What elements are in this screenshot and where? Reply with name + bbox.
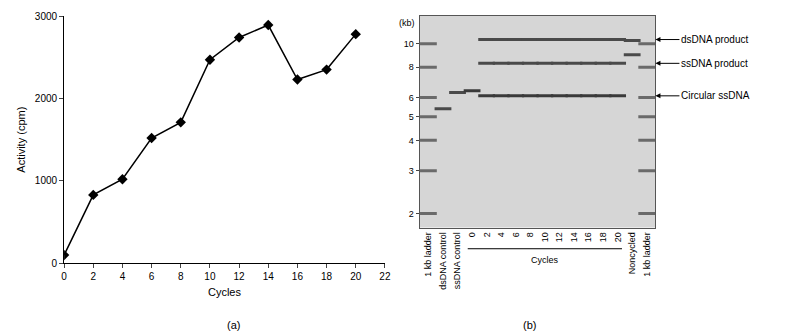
svg-text:2000: 2000 [35,93,58,104]
svg-text:10: 10 [204,271,216,282]
svg-text:ssDNA product: ssDNA product [681,58,748,69]
svg-text:dsDNA product: dsDNA product [681,34,748,45]
svg-text:8: 8 [178,271,184,282]
svg-text:3: 3 [409,166,414,176]
svg-text:1 kb ladder: 1 kb ladder [423,232,433,277]
svg-text:4: 4 [496,232,506,237]
svg-text:10: 10 [540,232,550,242]
svg-text:0: 0 [52,258,58,269]
svg-text:20: 20 [350,271,362,282]
svg-text:14: 14 [263,271,275,282]
svg-text:Noncycled: Noncycled [627,232,637,274]
svg-text:dsDNA control: dsDNA control [438,232,448,290]
svg-text:8: 8 [525,232,535,237]
svg-text:(a): (a) [227,319,240,331]
svg-text:16: 16 [583,232,593,242]
svg-text:18: 18 [598,232,608,242]
svg-text:8: 8 [409,62,414,72]
svg-text:4: 4 [409,136,414,146]
svg-text:(b): (b) [523,319,536,331]
svg-text:18: 18 [321,271,333,282]
svg-text:0: 0 [467,232,477,237]
svg-text:12: 12 [234,271,246,282]
svg-text:Circular ssDNA: Circular ssDNA [681,90,750,101]
svg-text:1 kb ladder: 1 kb ladder [642,232,652,277]
svg-text:Activity (cpm): Activity (cpm) [16,107,28,173]
svg-text:(kb): (kb) [399,18,415,28]
svg-text:ssDNA control: ssDNA control [452,232,462,289]
svg-text:10: 10 [404,39,414,49]
svg-text:Cycles: Cycles [208,286,242,298]
svg-text:6: 6 [409,93,414,103]
svg-text:2: 2 [90,271,96,282]
svg-text:2: 2 [482,232,492,237]
svg-text:6: 6 [511,232,521,237]
svg-text:4: 4 [120,271,126,282]
svg-text:16: 16 [292,271,304,282]
svg-text:5: 5 [409,112,414,122]
svg-text:22: 22 [379,271,391,282]
svg-text:Cycles: Cycles [531,255,559,265]
svg-text:14: 14 [569,232,579,242]
svg-text:20: 20 [613,232,623,242]
svg-text:3000: 3000 [35,11,58,22]
svg-text:0: 0 [61,271,67,282]
svg-text:6: 6 [149,271,155,282]
svg-text:12: 12 [554,232,564,242]
svg-text:1000: 1000 [35,175,58,186]
svg-text:2: 2 [409,209,414,219]
